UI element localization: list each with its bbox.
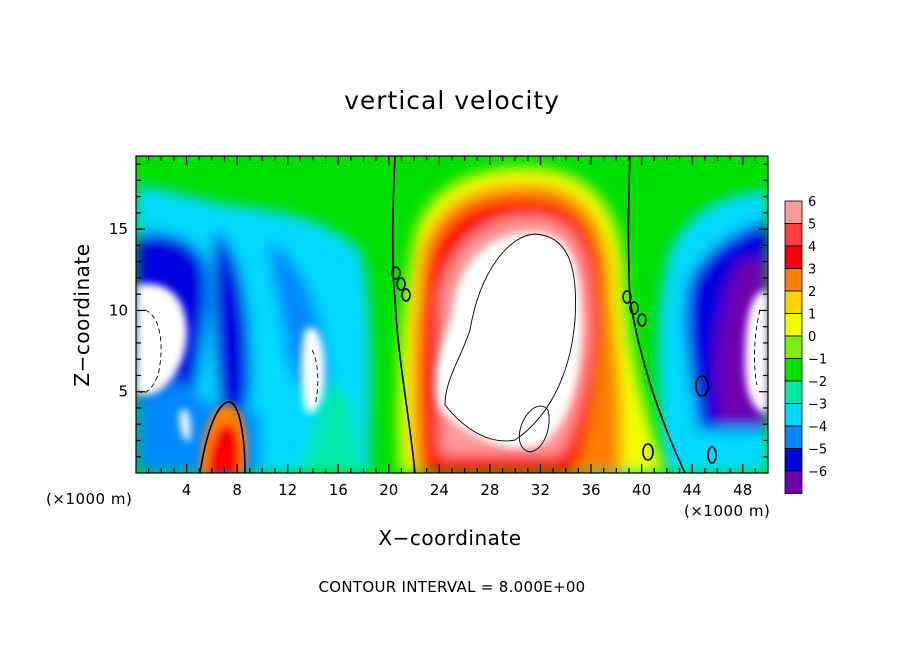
colorbar-swatch (784, 223, 803, 247)
x-tick-label: 40 (632, 481, 651, 499)
colorbar-swatch (784, 358, 803, 382)
x-tick-label: 32 (531, 481, 550, 499)
colorbar-label: 0 (808, 330, 816, 345)
colorbar-swatch (784, 403, 803, 427)
inner-contours (139, 233, 761, 453)
colorbar-swatch (784, 448, 803, 472)
colorbar-swatch (784, 245, 803, 269)
y-tick-label: 15 (109, 220, 128, 238)
colorbar-label: 3 (808, 263, 816, 278)
colorbar-swatch (784, 335, 803, 359)
colorbar-label: −5 (808, 443, 827, 458)
contour-interval-note: CONTOUR INTERVAL = 8.000E+00 (318, 578, 586, 596)
x-tick-labels: 4 8 12 16 20 24 28 32 36 40 44 48 (182, 481, 752, 499)
right-downdraft-core (745, 290, 768, 415)
axis-ticks (136, 156, 768, 473)
colorbar-swatch (784, 200, 803, 224)
x-tick-label: 8 (232, 481, 242, 499)
updraft-core (435, 232, 582, 449)
x-unit-label-right: (×1000 m) (684, 502, 771, 520)
colorbar-swatch (784, 380, 803, 404)
x-tick-label: 20 (379, 481, 398, 499)
contour-lines (199, 156, 717, 473)
x-axis-label: X−coordinate (378, 526, 522, 550)
colorbar-swatch (784, 313, 803, 337)
colorbar-label: 1 (808, 308, 816, 323)
y-tick-label: 10 (109, 301, 128, 319)
colorbar-label: −3 (808, 398, 827, 413)
heatmap-field (136, 156, 768, 473)
colorbar-label: 5 (808, 218, 816, 233)
x-tick-label: 44 (683, 481, 702, 499)
colorbar-label: −6 (808, 465, 827, 480)
colorbar-label: −2 (808, 375, 827, 390)
colorbar: 6 5 4 3 2 1 0 −1 −2 −3 −4 −5 −6 (784, 195, 827, 494)
colorbar-swatch (784, 290, 803, 314)
x-tick-label: 4 (182, 481, 192, 499)
colorbar-label: −1 (808, 353, 827, 368)
x-tick-label: 16 (329, 481, 348, 499)
x-tick-label: 12 (278, 481, 297, 499)
colorbar-swatch (784, 470, 803, 494)
colorbar-label: 6 (808, 195, 816, 210)
y-axis-label: Z−coordinate (70, 243, 94, 387)
colorbar-label: 2 (808, 285, 816, 300)
x-tick-label: 28 (480, 481, 499, 499)
colorbar-label: 4 (808, 240, 816, 255)
y-tick-labels: 5 10 15 (109, 220, 128, 401)
x-tick-label: 24 (430, 481, 449, 499)
colorbar-swatch (784, 425, 803, 449)
chart-title: vertical velocity (344, 86, 560, 115)
colorbar-label: −4 (808, 420, 827, 435)
x-tick-label: 36 (581, 481, 600, 499)
y-tick-label: 5 (118, 383, 128, 401)
x-tick-label: 48 (733, 481, 752, 499)
x-unit-label-left: (×1000 m) (46, 490, 133, 508)
colorbar-swatch (784, 268, 803, 292)
